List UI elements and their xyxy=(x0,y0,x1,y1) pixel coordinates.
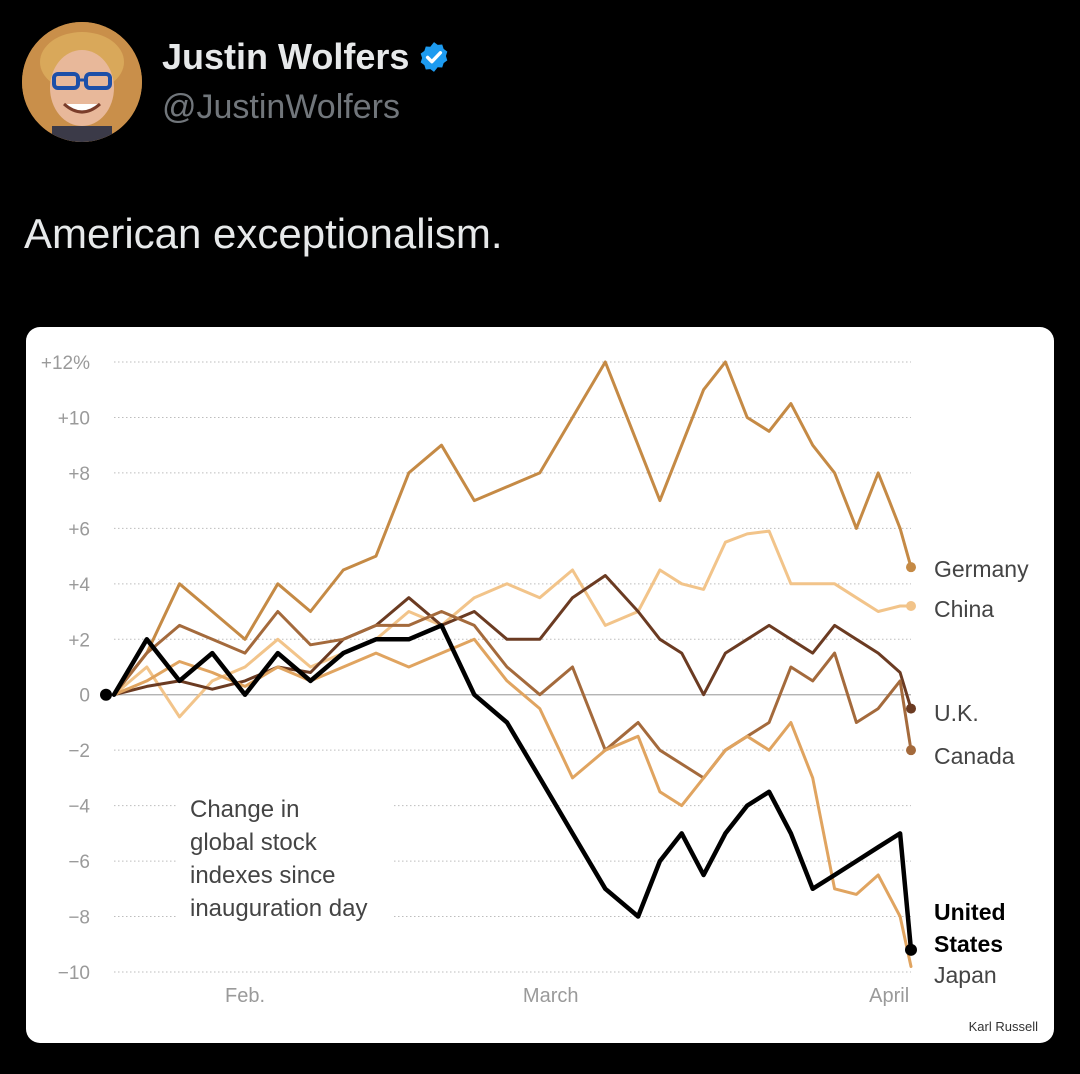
y-tick-label: +8 xyxy=(68,464,90,485)
post-text: American exceptionalism. xyxy=(24,210,503,257)
series-line-china xyxy=(112,529,913,719)
stock-index-chart: +12% +10 +8 +6 +4 +2 0 −2 −4 −6 −8 −10 Feb. March Apr… xyxy=(41,353,1038,1034)
y-tick-label: −6 xyxy=(68,852,90,873)
series-line-u-k xyxy=(112,574,913,711)
series-label-united-states: United xyxy=(934,899,1006,925)
end-dot-u-k xyxy=(906,703,916,714)
x-tick-label: April xyxy=(869,985,909,1007)
y-tick-label: −10 xyxy=(58,963,90,984)
y-tick-label: +4 xyxy=(68,575,90,596)
annotation-line: inauguration day xyxy=(190,895,367,922)
y-tick-label: +2 xyxy=(68,630,90,651)
series-label-united-states: States xyxy=(934,931,1003,957)
annotation-backdrop xyxy=(176,782,394,932)
post-media-chart[interactable]: +12% +10 +8 +6 +4 +2 0 −2 −4 −6 −8 −10 Feb. March Apr… xyxy=(26,327,1054,1043)
series-label-germany: Germany xyxy=(934,556,1029,582)
end-dot-united-states xyxy=(905,943,917,956)
series-label-canada: Canada xyxy=(934,743,1015,769)
series-line-japan xyxy=(112,637,913,968)
y-tick-label: −4 xyxy=(68,797,90,818)
origin-dot xyxy=(100,688,112,701)
y-tick-label: +10 xyxy=(58,408,90,429)
end-dot-canada xyxy=(906,745,916,756)
series-labels: Germany China U.K. Canada Japan United States xyxy=(934,556,1029,988)
y-tick-label: 0 xyxy=(79,686,90,707)
y-tick-label: −2 xyxy=(68,741,90,762)
series-line-canada xyxy=(112,610,913,780)
x-tick-label: March xyxy=(523,985,579,1007)
series-line-germany xyxy=(112,360,913,697)
avatar[interactable] xyxy=(22,22,142,142)
x-axis-ticks: Feb. March April xyxy=(225,985,909,1007)
annotation-line: global stock xyxy=(190,829,318,856)
chart-credit: Karl Russell xyxy=(969,1019,1038,1034)
series-line-united-states xyxy=(111,623,914,953)
y-tick-label: −8 xyxy=(68,908,90,929)
author-name-row[interactable]: Justin Wolfers xyxy=(162,36,451,78)
author-name[interactable]: Justin Wolfers xyxy=(162,36,410,77)
end-dot-china xyxy=(906,601,916,611)
series-label-u-k: U.K. xyxy=(934,700,979,726)
author-handle[interactable]: @JustinWolfers xyxy=(162,88,400,126)
y-axis-ticks: +12% +10 +8 +6 +4 +2 0 −2 −4 −6 −8 −10 xyxy=(41,353,91,984)
series-label-japan: Japan xyxy=(934,962,997,988)
profile-photo xyxy=(22,22,142,142)
series-lines xyxy=(100,360,917,968)
annotation-line: indexes since xyxy=(190,862,335,889)
verified-badge-icon xyxy=(421,42,448,72)
annotation-line: Change in xyxy=(190,796,299,823)
y-tick-label: +6 xyxy=(68,519,90,540)
series-label-china: China xyxy=(934,596,994,622)
x-tick-label: Feb. xyxy=(225,985,265,1007)
end-dot-germany xyxy=(906,562,916,573)
chart-annotation: Change in global stock indexes since inaugu… xyxy=(176,782,394,932)
y-tick-label: +12% xyxy=(41,353,90,374)
